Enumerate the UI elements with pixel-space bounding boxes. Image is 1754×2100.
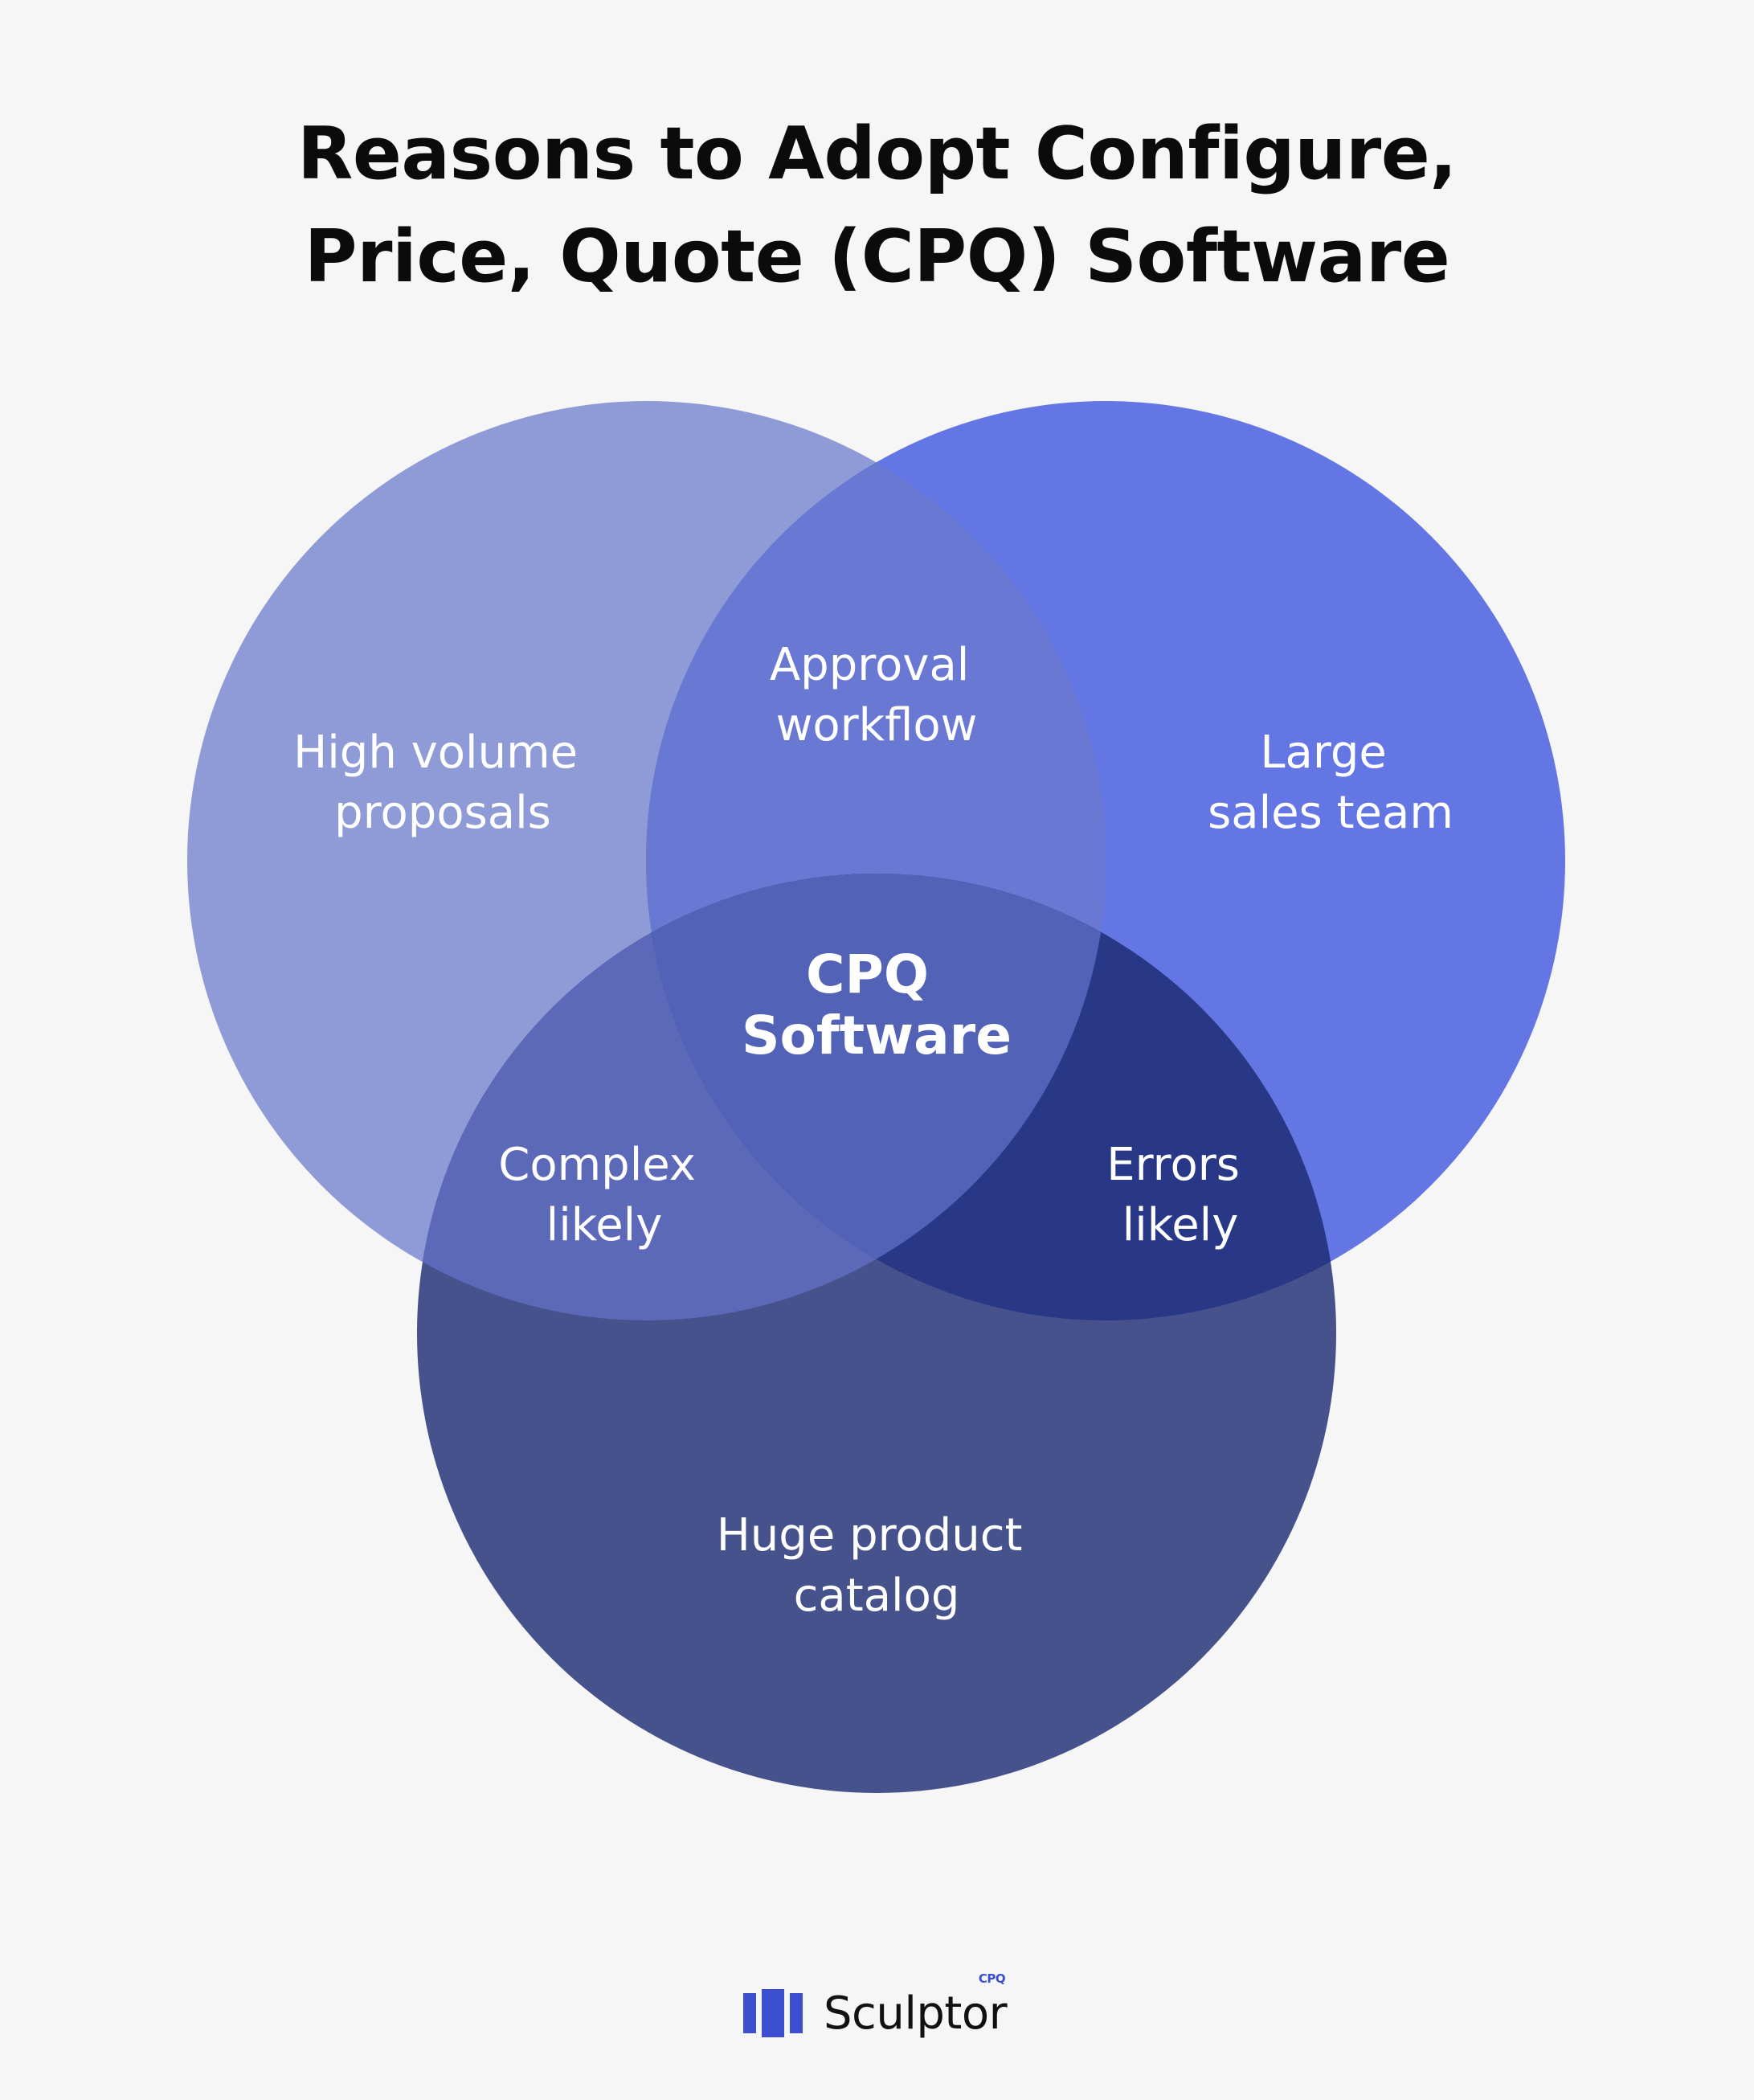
label-complex-likely: Complex likely [498, 1139, 709, 1251]
label-approval-workflow: Approval workflow [770, 639, 983, 751]
title-line-2: Price, Quote (CPQ) Software [304, 215, 1450, 299]
label-huge-product-catalog: Huge product catalog [717, 1509, 1037, 1622]
label-high-volume-proposals: High volume proposals [293, 727, 592, 839]
overlap-complex-likely [417, 874, 1106, 1320]
title-line-1: Reasons to Adopt Configure, [297, 112, 1457, 196]
page-title: Reasons to Adopt Configure, Price, Quote… [0, 103, 1754, 309]
label-large-sales-team: Large sales team [1208, 727, 1453, 839]
label-cpq-software: CPQ Software [742, 944, 1012, 1066]
bars-logo-icon [743, 1989, 803, 2037]
label-errors-likely: Errors likely [1106, 1139, 1254, 1251]
logo-name: Sculptor [824, 1987, 1008, 2040]
sculptor-logo: Sculptor CPQ [743, 1971, 1008, 2045]
logo-sup: CPQ [978, 1971, 1006, 1986]
